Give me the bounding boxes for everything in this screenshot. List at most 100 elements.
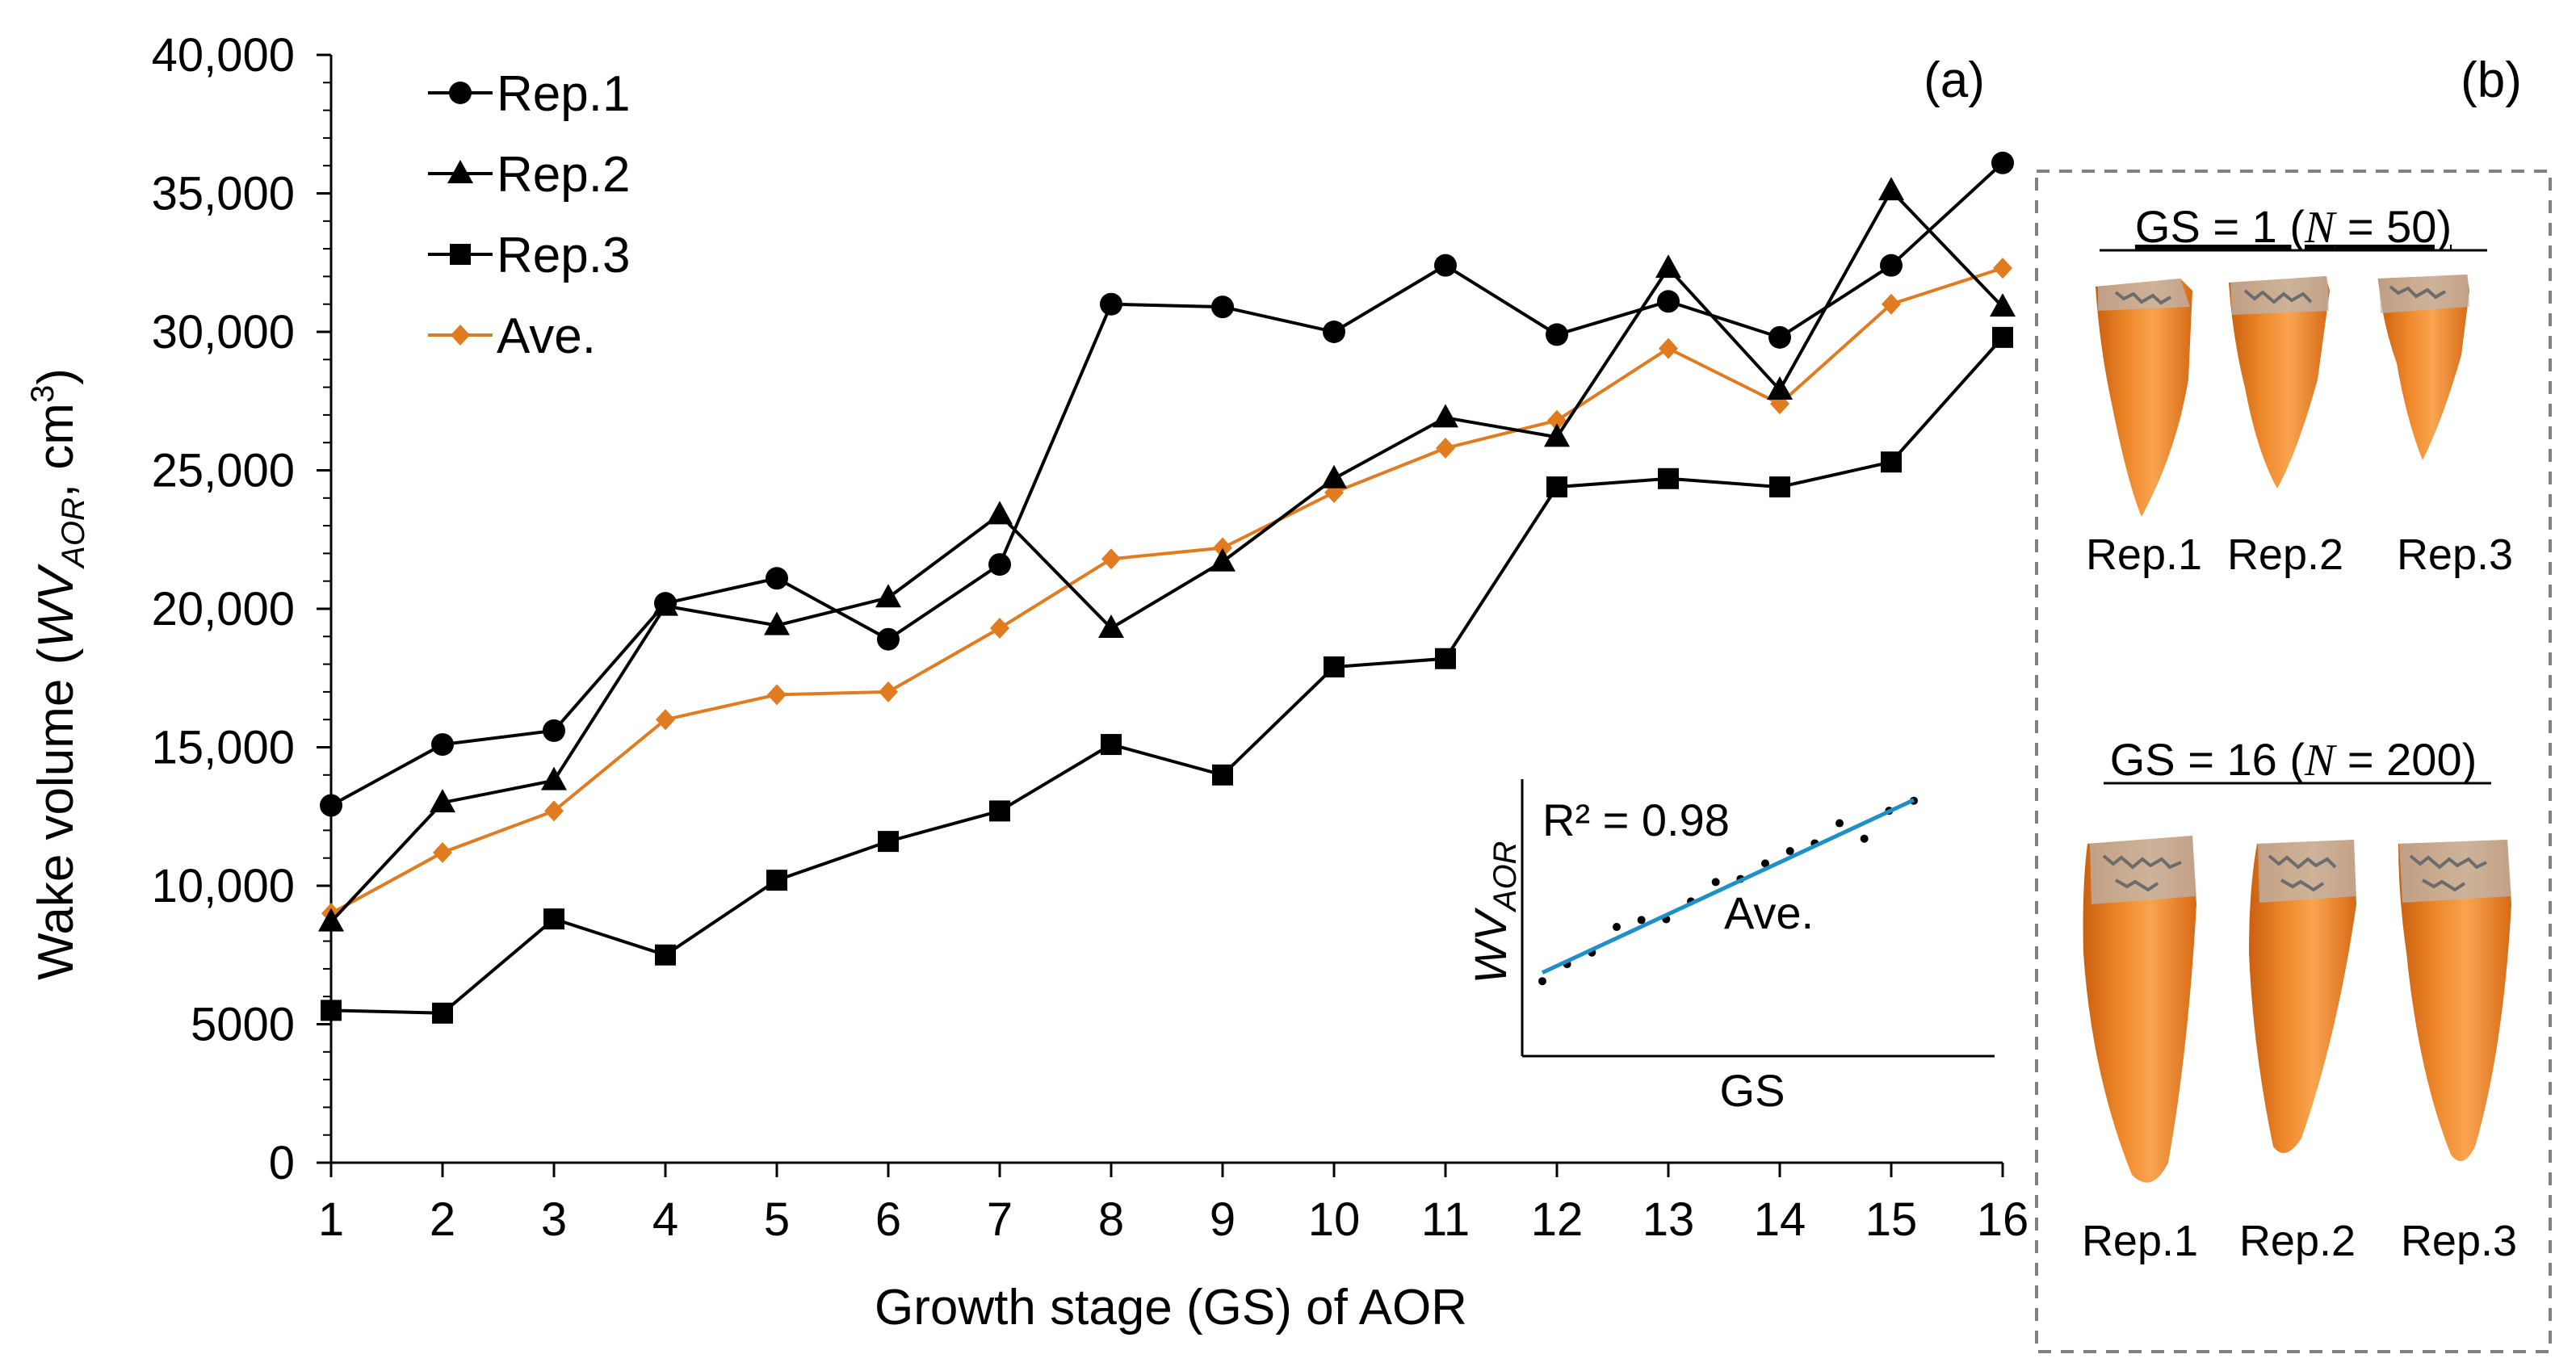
x-tick-label: 10 — [1308, 1193, 1361, 1246]
y-tick-label: 20,000 — [152, 583, 295, 635]
gs16-title: GS = 16 (N = 200) — [2110, 734, 2477, 786]
inset-ylabel-sub: AOR — [1487, 841, 1523, 913]
data-point-ave — [1659, 338, 1678, 359]
series-line-rep2 — [329, 187, 2004, 923]
y-axis-title: Wake volume (WVAOR, cm3) — [25, 368, 91, 980]
x-tick-label: 13 — [1643, 1193, 1695, 1246]
x-tick-label: 5 — [764, 1193, 790, 1246]
gs16-rep1-shape — [2083, 836, 2196, 1183]
gs16-rep2-shape — [2249, 840, 2356, 1153]
legend-item-rep3: Rep.3 — [428, 228, 630, 283]
ylabel-sub: AOR — [56, 497, 91, 569]
data-point-rep1 — [320, 794, 342, 817]
inset-xlabel: GS — [1720, 1065, 1785, 1116]
data-point-rep1 — [766, 567, 788, 590]
y-tick-label: 40,000 — [152, 29, 295, 82]
data-point-rep3 — [432, 1002, 453, 1024]
data-point-ave — [767, 684, 787, 706]
series-rep2 — [318, 177, 2016, 932]
gs1-group: GS = 1 (N = 50) Rep.1 Rep.2 Rep.3 — [2086, 201, 2513, 579]
data-point-rep1 — [1991, 151, 2014, 174]
series-layer — [318, 151, 2016, 1024]
data-point-rep3 — [878, 831, 899, 853]
data-point-ave — [1547, 409, 1567, 431]
data-point-rep3 — [1881, 451, 1902, 473]
gs1-n-var: N — [2304, 203, 2337, 253]
gs1-rep3-shape — [2378, 275, 2469, 460]
y-tick-label: 10,000 — [152, 860, 295, 912]
data-point-rep2 — [318, 908, 344, 932]
ylabel-prefix: Wake volume ( — [28, 648, 84, 979]
inset-point — [1836, 819, 1844, 828]
y-tick-labels: 0 5000 10,000 15,000 20,000 25,000 30,000 35,00… — [152, 29, 295, 1189]
data-point-rep3 — [989, 800, 1010, 822]
gs1-title-text: GS = 1 ( — [2135, 201, 2305, 252]
x-tick-label: 3 — [541, 1193, 567, 1246]
data-point-rep1 — [431, 733, 454, 757]
data-point-ave — [433, 841, 452, 863]
y-tick-label: 15,000 — [152, 722, 295, 774]
data-point-rep2 — [1878, 177, 1904, 201]
data-point-rep1 — [543, 719, 565, 742]
data-point-ave — [1882, 293, 1901, 315]
data-point-ave — [544, 800, 564, 822]
data-point-rep3 — [766, 870, 787, 891]
y-tick-label: 5000 — [191, 999, 295, 1051]
inset-r2: R² = 0.98 — [1542, 795, 1730, 845]
inset-point — [1860, 834, 1869, 843]
inset-point — [1785, 847, 1794, 856]
gs1-title: GS = 1 (N = 50) — [2135, 201, 2452, 253]
x-tick-label: 15 — [1865, 1193, 1918, 1246]
series-line-rep1 — [330, 161, 2004, 807]
data-point-rep3 — [321, 1000, 342, 1021]
ylabel-var: WV — [28, 563, 84, 648]
data-point-rep3 — [655, 944, 676, 966]
data-point-rep2 — [875, 584, 901, 608]
panel-a-label: (a) — [1924, 52, 1985, 108]
gs16-rep3-label: Rep.3 — [2401, 1217, 2517, 1265]
gs1-rep2-label: Rep.2 — [2227, 530, 2343, 579]
series-rep1 — [320, 151, 2014, 817]
data-point-rep2 — [1767, 376, 1793, 400]
gs1-rep2-shape — [2229, 276, 2330, 488]
legend-label: Ave. — [497, 308, 596, 364]
y-tick-label: 0 — [269, 1137, 295, 1189]
legend-item-rep1: Rep.1 — [428, 66, 630, 122]
data-point-rep3 — [1101, 734, 1122, 756]
x-tick-label: 9 — [1210, 1193, 1236, 1246]
x-tick-label: 7 — [987, 1193, 1013, 1246]
data-point-ave — [1213, 537, 1232, 559]
x-tick-label: 11 — [1421, 1193, 1470, 1246]
ylabel-suffix: ) — [28, 368, 84, 385]
data-point-ave — [1993, 258, 2012, 279]
legend-marker — [450, 244, 471, 265]
legend-label: Rep.1 — [497, 66, 630, 122]
x-tick-label: 14 — [1754, 1193, 1806, 1246]
data-point-rep3 — [1546, 476, 1567, 498]
y-tick-label: 35,000 — [152, 168, 295, 220]
legend-label: Rep.2 — [497, 147, 630, 203]
data-point-ave — [990, 618, 1009, 639]
inset-series-label: Ave. — [1724, 887, 1814, 938]
x-tick-label: 8 — [1098, 1193, 1124, 1246]
gs1-rep3-label: Rep.3 — [2397, 530, 2513, 579]
data-point-rep2 — [1655, 254, 1681, 279]
data-point-rep1 — [1323, 321, 1345, 343]
data-point-rep3 — [1992, 326, 2013, 348]
inset-fit-line — [1541, 798, 1915, 975]
inset-chart: R² = 0.98 Ave. GS WVAOR — [1465, 779, 1995, 1116]
legend: Rep.1 Rep.2 Rep.3 Ave. — [428, 66, 630, 364]
inset-point — [1711, 878, 1720, 887]
legend-item-ave: Ave. — [428, 308, 596, 364]
data-point-rep2 — [764, 611, 790, 635]
x-tick-label: 1 — [318, 1193, 344, 1246]
y-tick-label: 30,000 — [152, 306, 295, 358]
data-point-rep2 — [1433, 404, 1458, 428]
gs16-rep2-label: Rep.2 — [2239, 1217, 2356, 1265]
data-point-rep3 — [1658, 467, 1679, 489]
ylabel-sup: 3 — [25, 385, 61, 403]
legend-item-rep2: Rep.2 — [428, 147, 630, 203]
data-point-ave — [1101, 548, 1121, 570]
data-point-rep1 — [1546, 323, 1568, 346]
